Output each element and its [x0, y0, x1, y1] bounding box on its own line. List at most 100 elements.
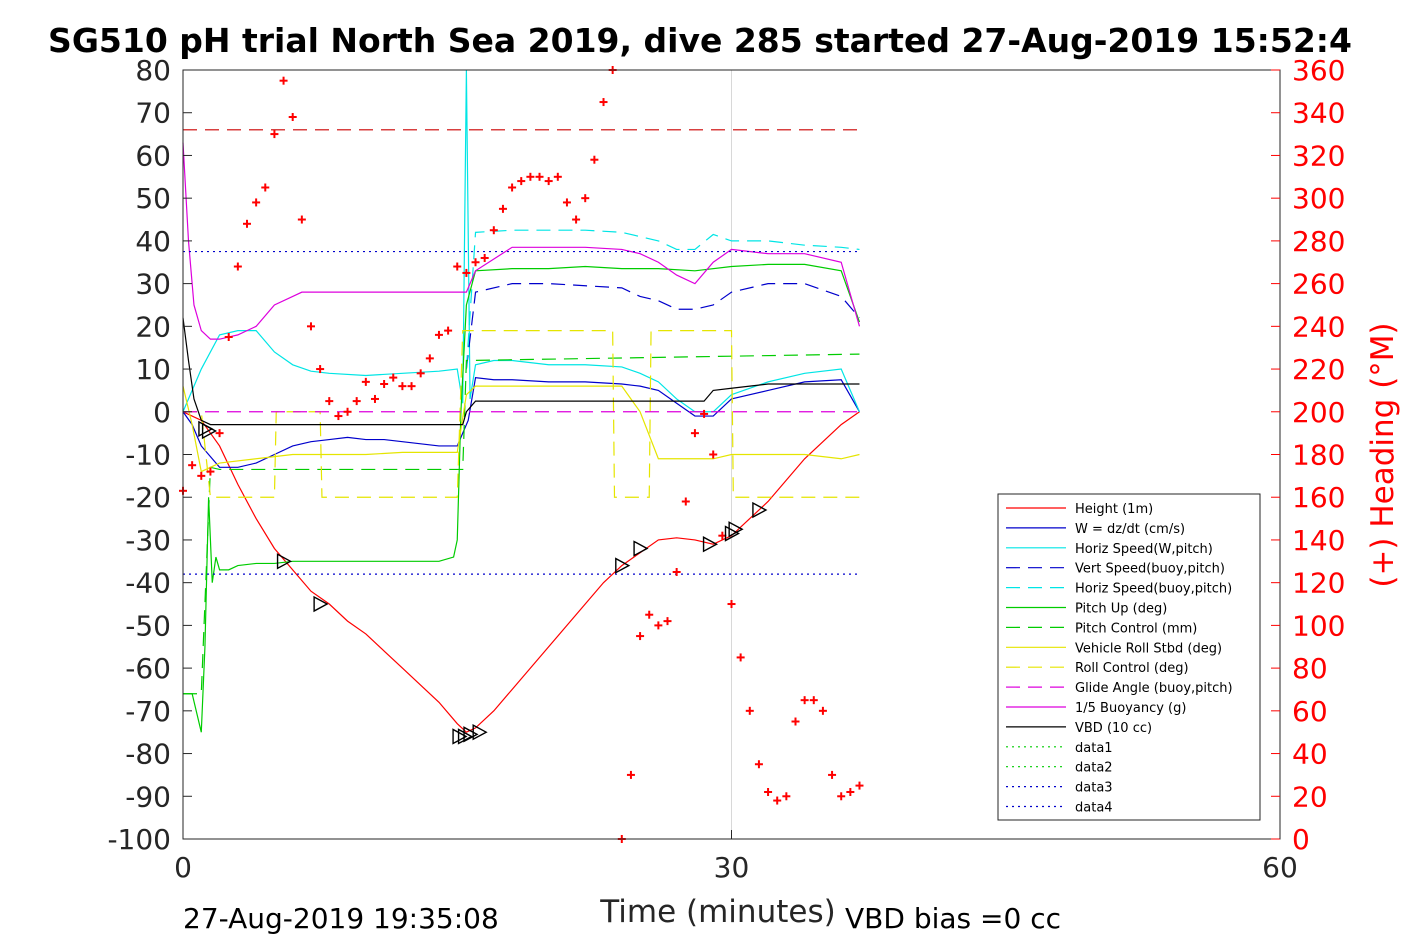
- heading-point: [736, 653, 745, 662]
- heading-point: [325, 397, 334, 406]
- heading-point: [508, 183, 517, 192]
- heading-point: [809, 696, 818, 705]
- heading-point: [389, 373, 398, 382]
- heading-point: [279, 76, 288, 85]
- y2-tick-label: 180: [1292, 439, 1345, 472]
- y2-tick-label: 80: [1292, 652, 1328, 685]
- heading-point: [754, 760, 763, 769]
- heading-point: [690, 429, 699, 438]
- y-tick-label: -10: [125, 439, 171, 472]
- triangle-marker: [702, 536, 719, 553]
- heading-point: [306, 322, 315, 331]
- series-line-7: [183, 353, 860, 695]
- legend-label: data1: [1075, 741, 1113, 756]
- heading-point: [334, 412, 343, 421]
- x-tick-label: 0: [174, 851, 192, 884]
- y2-tick-label: 360: [1292, 54, 1345, 87]
- triangle-marker: [313, 595, 329, 613]
- heading-point: [745, 706, 754, 715]
- legend-label: Horiz Speed(W,pitch): [1075, 542, 1213, 557]
- triangle-marker: [728, 521, 744, 538]
- heading-point: [709, 450, 718, 459]
- y-tick-label: -40: [125, 567, 171, 600]
- heading-point: [215, 429, 224, 438]
- series-line-12: [182, 317, 860, 426]
- heading-point: [416, 369, 425, 378]
- heading-point: [425, 354, 434, 363]
- y-tick-label: 70: [135, 97, 171, 130]
- y2-tick-label: 40: [1292, 738, 1328, 771]
- heading-point: [517, 177, 526, 186]
- heading-point: [544, 177, 553, 186]
- heading-point: [462, 268, 471, 277]
- heading-point: [590, 155, 599, 164]
- series-line-4: [465, 283, 860, 370]
- heading-point: [380, 380, 389, 389]
- triangle-marker: [276, 553, 293, 570]
- heading-point: [681, 497, 690, 506]
- triangle-marker: [463, 726, 479, 743]
- right-axis: 3603403203002802602402202001801601401201…: [1271, 54, 1345, 856]
- y-tick-label: 40: [135, 225, 171, 258]
- chart-title: SG510 pH trial North Sea 2019, dive 285 …: [48, 21, 1352, 60]
- heading-point: [453, 262, 462, 271]
- y-tick-label: -30: [125, 524, 171, 557]
- heading-point: [188, 461, 197, 470]
- heading-point: [837, 792, 846, 801]
- y2-tick-label: 200: [1292, 396, 1345, 429]
- triangle-marker: [201, 422, 218, 440]
- triangle-marker: [452, 728, 468, 745]
- legend-label: Roll Control (deg): [1075, 661, 1189, 676]
- legend-label: data2: [1075, 761, 1113, 776]
- heading-point: [764, 788, 773, 797]
- heading-point: [242, 219, 251, 228]
- footer-vbd-bias: VBD bias =0 cc: [845, 902, 1061, 935]
- bottom-axis: 0 30 60: [174, 830, 1298, 884]
- legend-label: Height (1m): [1075, 502, 1153, 517]
- triangle-markers-layer: [198, 420, 768, 745]
- triangle-marker: [633, 540, 649, 557]
- heading-point: [471, 258, 480, 267]
- legend-label: Horiz Speed(buoy,pitch): [1075, 582, 1232, 597]
- heading-point: [434, 330, 443, 339]
- legend-label: Pitch Up (deg): [1075, 602, 1167, 617]
- heading-point: [535, 172, 544, 181]
- heading-point: [297, 215, 306, 224]
- triangle-marker: [724, 525, 740, 542]
- y2-tick-label: 340: [1292, 97, 1345, 130]
- heading-point: [343, 407, 352, 416]
- heading-point: [233, 262, 242, 271]
- heading-point: [361, 377, 370, 386]
- x-tick-label: 60: [1262, 851, 1298, 884]
- heading-point: [444, 326, 453, 335]
- heading-point: [562, 198, 571, 207]
- y2-tick-label: 280: [1292, 225, 1345, 258]
- heading-point: [398, 382, 407, 391]
- series-line-5: [465, 229, 860, 370]
- heading-point: [288, 112, 297, 121]
- y2-tick-label: 160: [1292, 481, 1345, 514]
- x-axis-label: Time (minutes): [599, 894, 835, 930]
- y-tick-label: -100: [107, 823, 171, 856]
- triangle-marker: [752, 501, 768, 519]
- y-tick-label: -20: [125, 481, 171, 514]
- legend: Height (1m) W = dz/dt (cm/s) Horiz Speed(W…: [997, 493, 1261, 821]
- y-tick-label: 20: [135, 310, 171, 343]
- series-line-1: [182, 411, 860, 733]
- y2-tick-label: 20: [1292, 780, 1328, 813]
- triangle-marker: [457, 728, 474, 745]
- y2-tick-label: 240: [1292, 310, 1345, 343]
- y-tick-label: 80: [135, 54, 171, 87]
- y2-tick-label: 320: [1292, 139, 1345, 172]
- legend-label: 1/5 Buoyancy (g): [1075, 701, 1186, 716]
- y2-tick-label: 60: [1292, 695, 1328, 728]
- triangle-marker: [615, 557, 631, 574]
- legend-label: Vehicle Roll Stbd (deg): [1075, 641, 1222, 656]
- legend-label: Vert Speed(buoy,pitch): [1075, 562, 1225, 577]
- heading-point: [672, 567, 681, 576]
- heading-point: [581, 194, 590, 203]
- heading-point: [855, 781, 864, 790]
- y-tick-label: -50: [125, 609, 171, 642]
- heading-point: [252, 198, 261, 207]
